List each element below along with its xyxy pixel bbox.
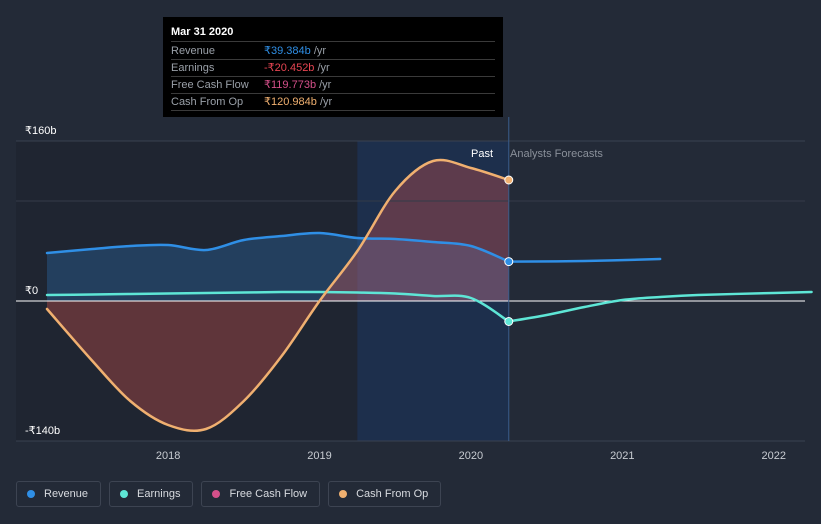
chart-legend: Revenue Earnings Free Cash Flow Cash Fro…	[16, 481, 442, 507]
tooltip-label: Earnings	[171, 62, 215, 74]
tooltip-label: Cash From Op	[171, 96, 244, 108]
y-tick-label: -₹140b	[25, 425, 60, 437]
highlight-band	[357, 141, 509, 441]
series-line-cash-from-op	[45, 158, 511, 432]
tooltip-unit: /yr	[314, 62, 330, 74]
y-tick-label: ₹0	[25, 285, 38, 297]
legend-label: Revenue	[44, 488, 89, 500]
legend-dot-icon	[212, 490, 221, 498]
legend-item-revenue[interactable]: Revenue	[16, 481, 102, 507]
forecast-label: Analysts Forecasts	[510, 148, 603, 160]
tooltip-unit: /yr	[316, 79, 332, 91]
series-marker-cash-from-op	[504, 175, 514, 185]
legend-label: Free Cash Flow	[229, 488, 308, 500]
tooltip-value: -₹20.452b	[264, 62, 315, 74]
tooltip-value: ₹120.984b	[264, 96, 317, 108]
series-line-earnings	[45, 290, 511, 323]
tooltip-unit: /yr	[316, 96, 333, 108]
tooltip-unit: /yr	[310, 45, 327, 57]
legend-item-cash-from-op[interactable]: Cash From Op	[328, 481, 442, 507]
tooltip-row-cash-from-op: Cash From Op ₹120.984b /yr	[171, 94, 495, 111]
series-line-revenue	[45, 231, 511, 263]
series-fill-cash-from-op	[47, 159, 509, 431]
tooltip-label: Revenue	[171, 45, 216, 57]
hover-tooltip: Mar 31 2020 Revenue ₹39.384b /yr Earning…	[163, 17, 503, 117]
tooltip-value: ₹119.773b	[264, 79, 317, 91]
series-forecast-earnings	[507, 290, 813, 323]
tooltip-value: ₹39.384b	[264, 45, 311, 57]
legend-item-earnings[interactable]: Earnings	[109, 481, 194, 507]
legend-label: Cash From Op	[356, 488, 429, 500]
x-tick-label: 2022	[761, 450, 785, 462]
legend-label: Earnings	[137, 488, 181, 500]
x-tick-label: 2020	[459, 450, 483, 462]
tooltip-label: Free Cash Flow	[171, 79, 249, 91]
tooltip-row-revenue: Revenue ₹39.384b /yr	[171, 43, 495, 60]
series-fill-revenue	[47, 232, 509, 301]
legend-dot-icon	[120, 490, 129, 498]
legend-item-free-cash-flow[interactable]: Free Cash Flow	[201, 481, 321, 507]
series-forecast-revenue	[507, 257, 662, 263]
x-tick-label: 2021	[610, 450, 634, 462]
x-tick-label: 2019	[307, 450, 331, 462]
legend-dot-icon	[339, 490, 348, 498]
tooltip-date: Mar 31 2020	[171, 25, 495, 42]
tooltip-row-free-cash-flow: Free Cash Flow ₹119.773b /yr	[171, 77, 495, 94]
tooltip-row-earnings: Earnings -₹20.452b /yr	[171, 60, 495, 77]
x-tick-label: 2018	[156, 450, 180, 462]
series-marker-earnings	[504, 317, 514, 326]
y-tick-label: ₹160b	[25, 125, 56, 137]
legend-dot-icon	[27, 490, 35, 498]
past-label: Past	[471, 148, 493, 160]
series-marker-revenue	[504, 257, 514, 267]
chart-canvas: ₹160b ₹0 -₹140b 2018 2019 2020 2021 2022 Past Ana…	[16, 117, 813, 462]
